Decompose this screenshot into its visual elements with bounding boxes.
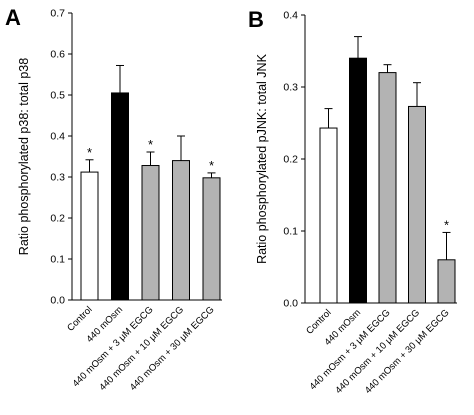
y-tick-label: 0.7 (50, 8, 65, 20)
y-axis-label: Ratio phosphorylated p38: total p38 (17, 58, 31, 255)
y-axis-label: Ratio phosphorylated pJNK: total JNK (255, 53, 269, 263)
panel-a-chart: A Ratio phosphorylated p38: total p38 0.0 0… (5, 5, 222, 393)
y-tick-label: 0.5 (50, 90, 65, 102)
bar (141, 165, 160, 301)
y-tick-label: 0.4 (50, 131, 65, 143)
y-tick-label: 0.4 (283, 10, 298, 22)
significance-marker: * (209, 158, 214, 173)
y-tick-label: 0.6 (50, 49, 65, 61)
bar (319, 127, 338, 304)
significance-marker: * (444, 217, 449, 232)
bar (202, 177, 221, 301)
significance-marker: * (87, 145, 92, 160)
bar (349, 57, 367, 304)
bar (378, 72, 397, 304)
y-tick-label: 0.2 (50, 213, 65, 225)
y-tick-label: 0.1 (50, 254, 65, 266)
significance-marker: * (148, 137, 153, 152)
x-tick-label: Control (65, 304, 94, 333)
bar (408, 105, 426, 304)
bar (111, 92, 129, 301)
y-tick-label: 0.3 (50, 172, 65, 184)
panel-letter: B (248, 7, 264, 32)
panel-letter: A (5, 5, 21, 30)
bar (80, 171, 99, 301)
y-tick-label: 0.2 (283, 154, 298, 166)
y-tick-label: 0.3 (283, 82, 298, 94)
y-tick-label: 0.0 (283, 298, 298, 310)
y-tick-label: 0.0 (50, 295, 65, 307)
bar (172, 160, 190, 301)
panel-b-chart: B Ratio phosphorylated pJNK: total JNK 0.0… (248, 7, 457, 396)
bar (437, 259, 456, 304)
y-tick-label: 0.1 (283, 226, 298, 238)
